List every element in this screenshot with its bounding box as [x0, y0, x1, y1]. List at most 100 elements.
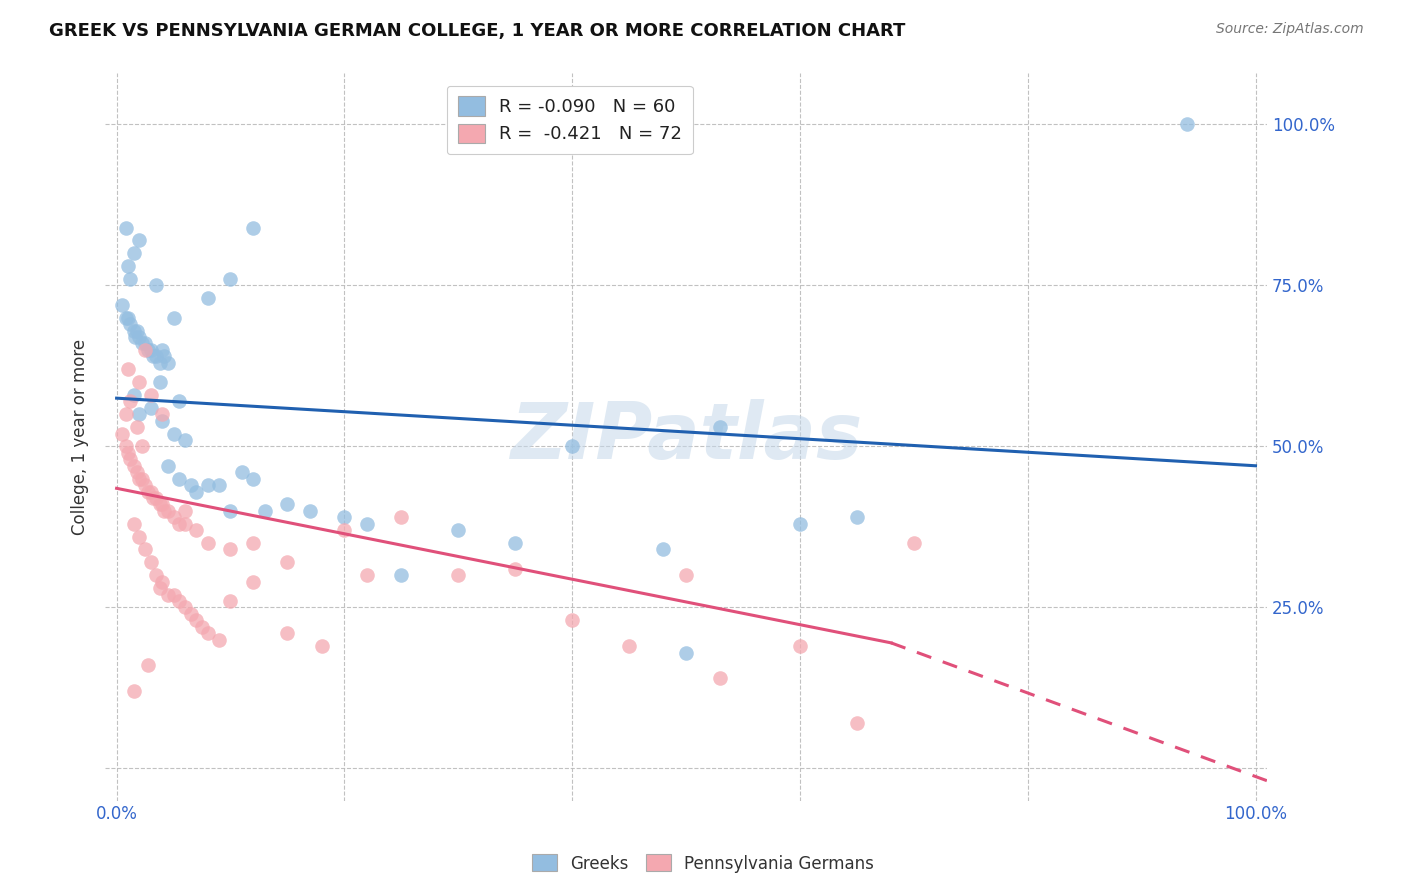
- Point: [389, 510, 412, 524]
- Point: [186, 523, 208, 537]
- Point: [845, 716, 868, 731]
- Legend: Greeks, Pennsylvania Germans: Greeks, Pennsylvania Germans: [526, 847, 880, 880]
- Point: [219, 272, 242, 286]
- Point: [134, 478, 156, 492]
- Point: [845, 510, 868, 524]
- Point: [219, 542, 242, 557]
- Point: [709, 671, 731, 685]
- Point: [128, 234, 150, 248]
- Point: [219, 594, 242, 608]
- Point: [617, 639, 640, 653]
- Point: [131, 336, 153, 351]
- Point: [128, 407, 150, 421]
- Point: [276, 626, 298, 640]
- Point: [333, 510, 356, 524]
- Point: [138, 343, 160, 357]
- Point: [167, 594, 190, 608]
- Point: [138, 484, 160, 499]
- Point: [356, 568, 378, 582]
- Point: [156, 356, 179, 370]
- Point: [138, 658, 160, 673]
- Point: [122, 516, 145, 531]
- Point: [174, 433, 197, 447]
- Point: [276, 555, 298, 569]
- Legend: R = -0.090   N = 60, R =  -0.421   N = 72: R = -0.090 N = 60, R = -0.421 N = 72: [447, 86, 693, 154]
- Point: [299, 504, 322, 518]
- Point: [503, 562, 526, 576]
- Point: [139, 484, 162, 499]
- Point: [208, 478, 231, 492]
- Point: [174, 504, 197, 518]
- Point: [122, 246, 145, 260]
- Point: [145, 349, 167, 363]
- Point: [219, 504, 242, 518]
- Point: [162, 588, 184, 602]
- Point: [142, 491, 165, 505]
- Point: [186, 484, 208, 499]
- Point: [145, 491, 167, 505]
- Point: [156, 588, 179, 602]
- Point: [242, 472, 264, 486]
- Point: [128, 375, 150, 389]
- Point: [124, 330, 146, 344]
- Point: [120, 272, 142, 286]
- Point: [134, 343, 156, 357]
- Point: [356, 516, 378, 531]
- Point: [150, 414, 173, 428]
- Point: [197, 478, 219, 492]
- Point: [231, 465, 253, 479]
- Point: [149, 375, 172, 389]
- Point: [153, 504, 176, 518]
- Point: [150, 343, 173, 357]
- Point: [180, 478, 202, 492]
- Point: [142, 349, 165, 363]
- Point: [167, 516, 190, 531]
- Point: [447, 568, 470, 582]
- Point: [180, 607, 202, 621]
- Point: [333, 523, 356, 537]
- Point: [122, 324, 145, 338]
- Point: [120, 394, 142, 409]
- Point: [117, 446, 139, 460]
- Point: [167, 472, 190, 486]
- Point: [903, 536, 925, 550]
- Point: [174, 600, 197, 615]
- Point: [253, 504, 276, 518]
- Point: [117, 310, 139, 325]
- Point: [122, 458, 145, 473]
- Point: [208, 632, 231, 647]
- Point: [149, 356, 172, 370]
- Point: [186, 613, 208, 627]
- Point: [242, 220, 264, 235]
- Point: [675, 568, 697, 582]
- Point: [120, 317, 142, 331]
- Point: [242, 574, 264, 589]
- Point: [111, 426, 134, 441]
- Point: [789, 516, 811, 531]
- Point: [139, 343, 162, 357]
- Point: [789, 639, 811, 653]
- Point: [128, 530, 150, 544]
- Point: [156, 504, 179, 518]
- Point: [1175, 118, 1198, 132]
- Point: [117, 362, 139, 376]
- Y-axis label: College, 1 year or more: College, 1 year or more: [72, 339, 89, 535]
- Point: [561, 440, 583, 454]
- Point: [150, 574, 173, 589]
- Point: [153, 349, 176, 363]
- Point: [162, 426, 184, 441]
- Point: [114, 310, 136, 325]
- Point: [675, 646, 697, 660]
- Text: GREEK VS PENNSYLVANIA GERMAN COLLEGE, 1 YEAR OR MORE CORRELATION CHART: GREEK VS PENNSYLVANIA GERMAN COLLEGE, 1 …: [49, 22, 905, 40]
- Point: [120, 452, 142, 467]
- Point: [197, 626, 219, 640]
- Point: [197, 291, 219, 305]
- Text: Source: ZipAtlas.com: Source: ZipAtlas.com: [1216, 22, 1364, 37]
- Point: [162, 310, 184, 325]
- Point: [134, 336, 156, 351]
- Point: [149, 581, 172, 595]
- Point: [197, 536, 219, 550]
- Point: [128, 472, 150, 486]
- Point: [242, 536, 264, 550]
- Point: [139, 388, 162, 402]
